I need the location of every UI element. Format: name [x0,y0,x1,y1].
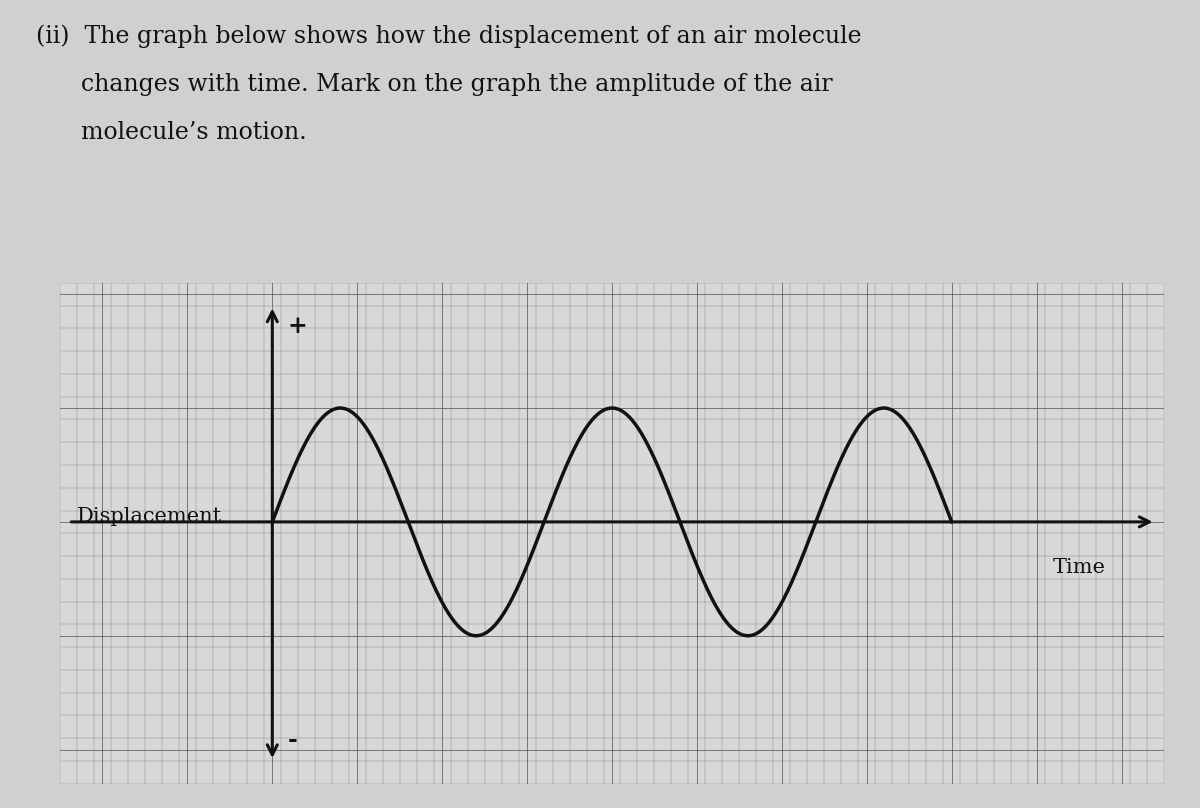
Text: Displacement: Displacement [77,507,222,526]
Text: Time: Time [1052,558,1105,578]
Text: (ii)  The graph below shows how the displacement of an air molecule: (ii) The graph below shows how the displ… [36,24,862,48]
Text: -: - [288,729,298,752]
Text: +: + [288,314,307,338]
Text: changes with time. Mark on the graph the amplitude of the air: changes with time. Mark on the graph the… [36,73,833,95]
Text: molecule’s motion.: molecule’s motion. [36,121,307,144]
